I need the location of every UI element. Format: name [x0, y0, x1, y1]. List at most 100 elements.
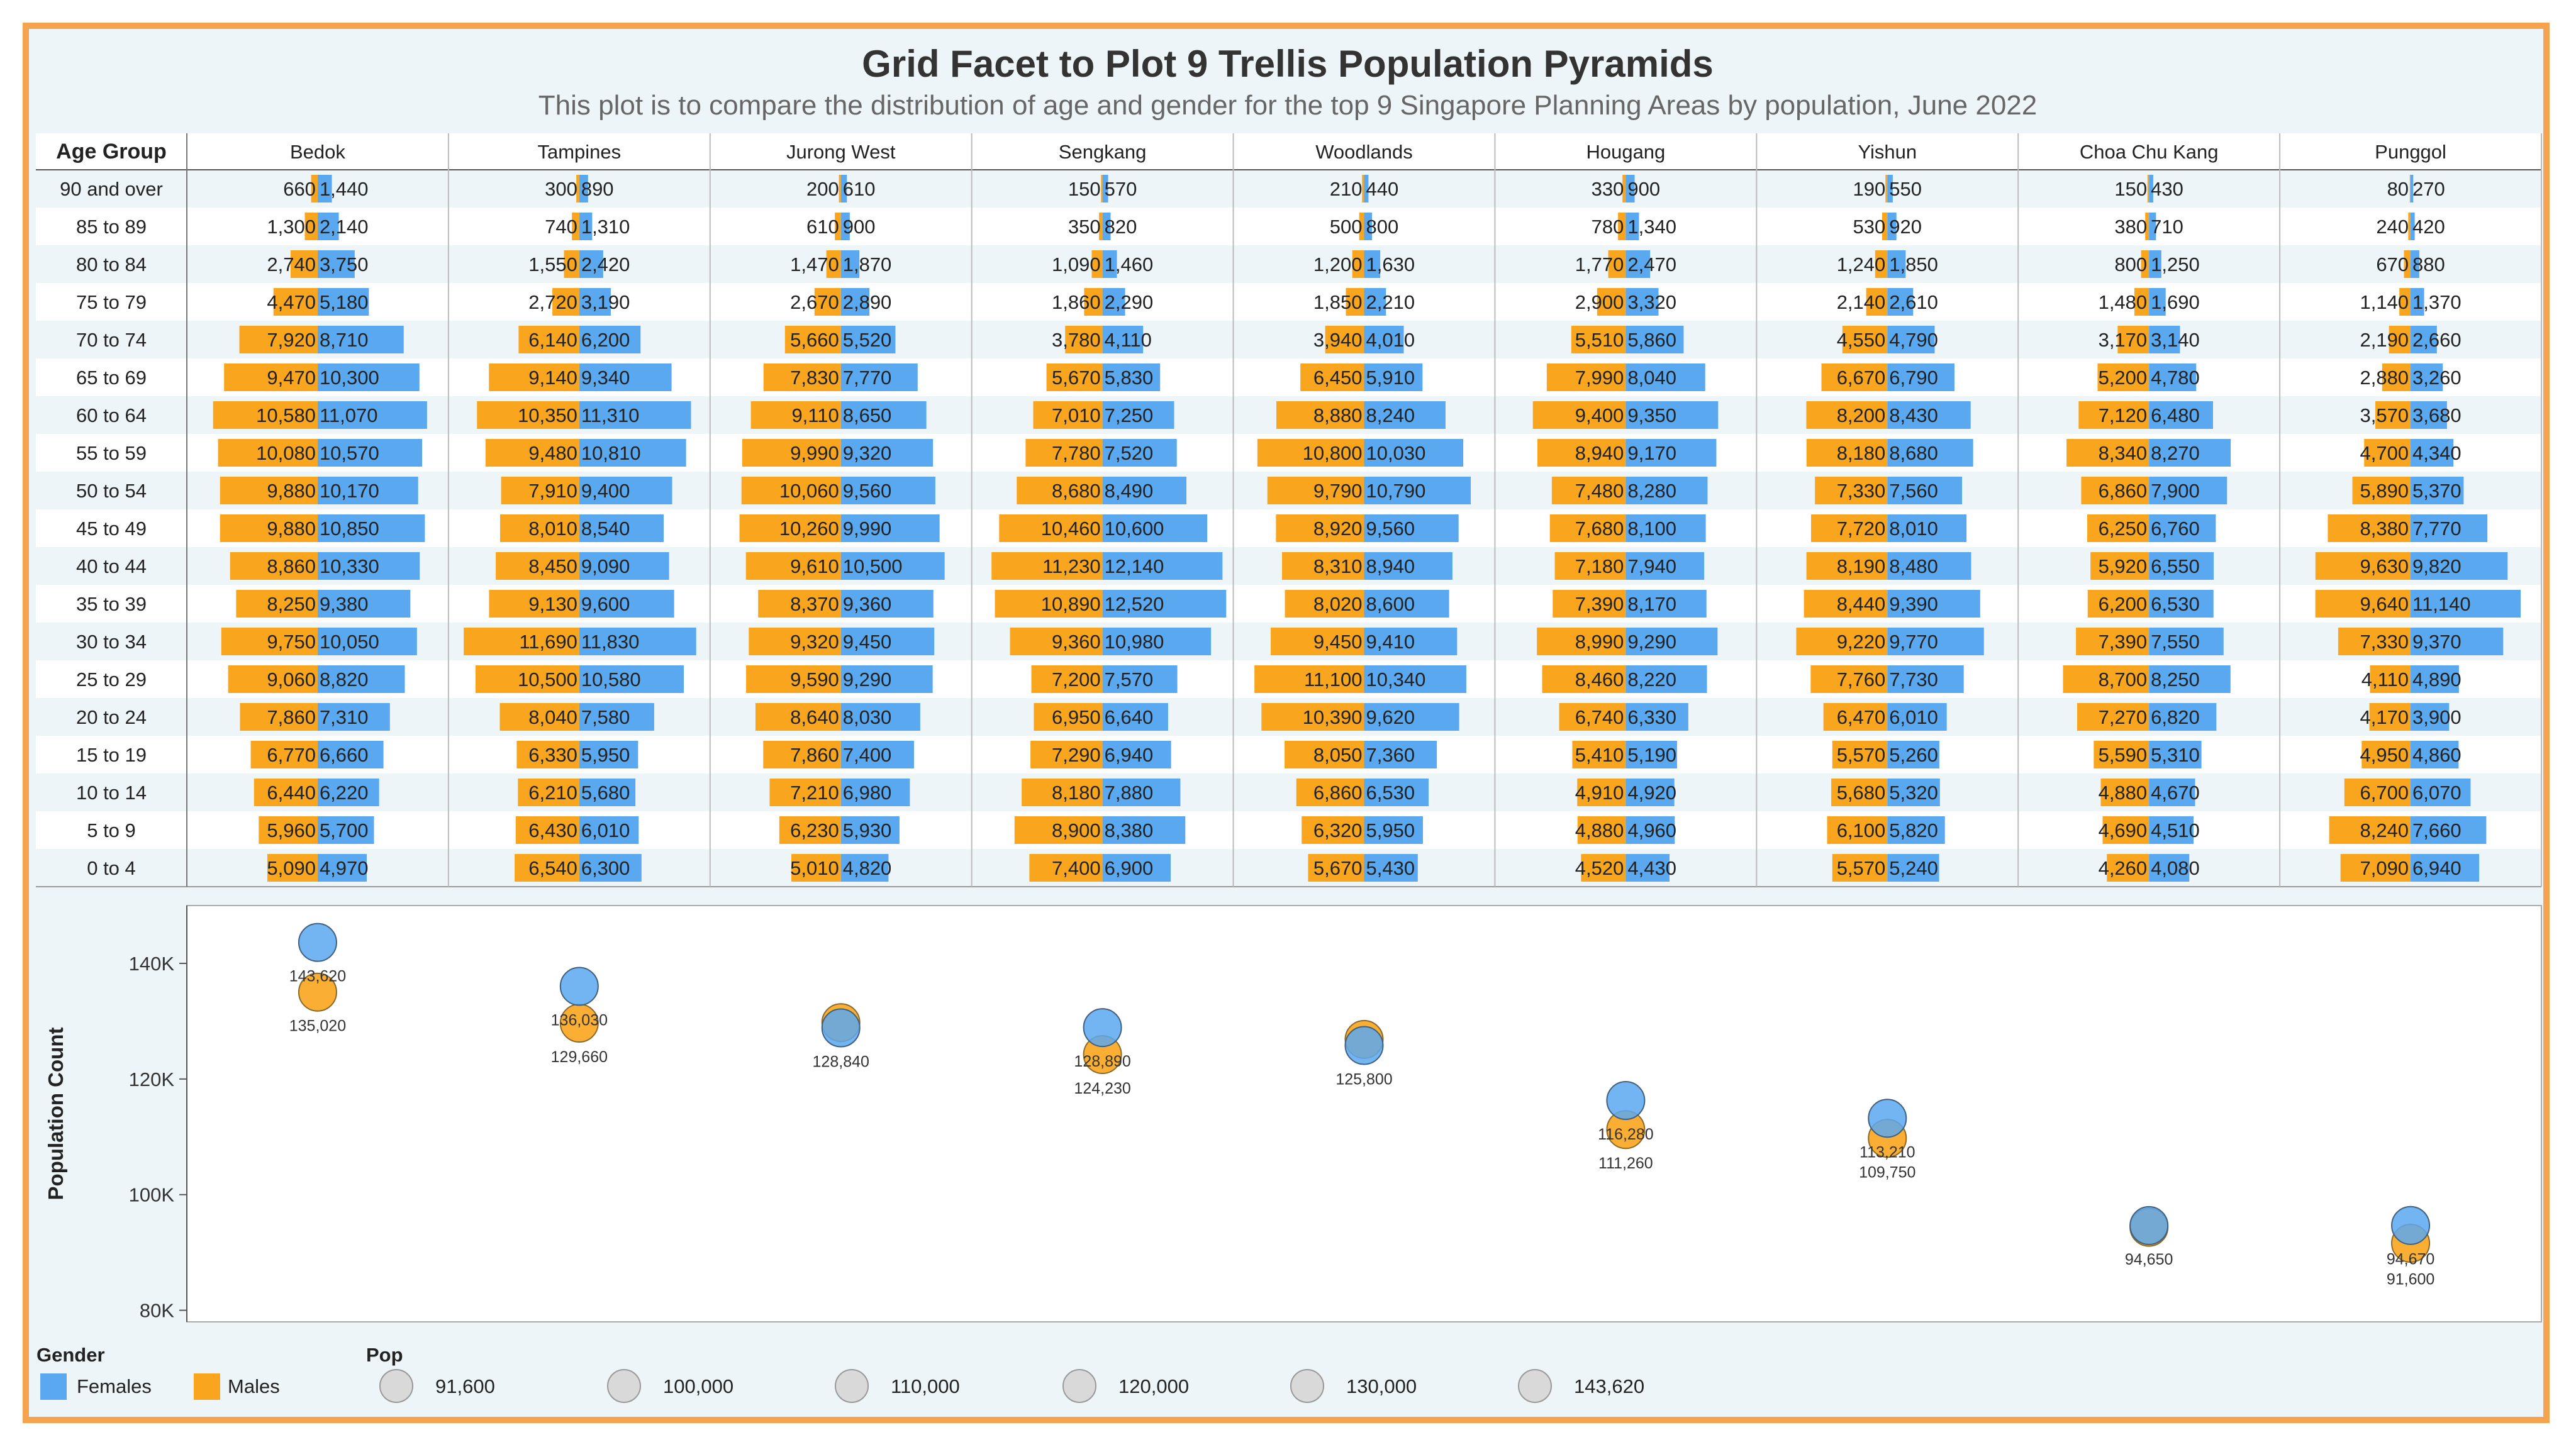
male-value-label: 4,950: [2360, 744, 2409, 766]
area-header: Choa Chu Kang: [2080, 141, 2219, 163]
female-bar: [2411, 703, 2450, 731]
female-bar: [1364, 665, 1466, 693]
female-value-label: 9,820: [2412, 555, 2462, 577]
female-bar: [1625, 628, 1718, 655]
female-bar: [2411, 741, 2459, 768]
male-bar: [224, 363, 318, 391]
female-value-label: 920: [1889, 216, 1922, 238]
male-bar: [1254, 665, 1364, 693]
female-bar: [1887, 175, 1893, 202]
male-value-label: 6,100: [1837, 819, 1886, 841]
female-value-label: 3,140: [2151, 329, 2200, 351]
female-bar: [579, 213, 593, 240]
female-bar: [2411, 401, 2447, 429]
female-bar: [1364, 477, 1471, 504]
female-value-label: 7,520: [1105, 442, 1154, 464]
female-value-label: 1,690: [2151, 291, 2200, 313]
female-value-label: 1,870: [843, 253, 892, 275]
female-point: [559, 967, 599, 1006]
female-bar: [579, 854, 642, 882]
female-value-label: 8,270: [2151, 442, 2200, 464]
male-value-label: 6,450: [1313, 367, 1363, 389]
male-bar: [1549, 514, 1626, 542]
female-bar: [2411, 363, 2443, 391]
female-bar: [1625, 439, 1717, 467]
male-value-label: 1,550: [528, 253, 577, 275]
male-value-label: 9,220: [1837, 631, 1886, 653]
male-bar: [1285, 741, 1364, 768]
male-value-label: 8,640: [790, 706, 839, 728]
female-value-label: 890: [581, 178, 614, 200]
male-value-label: 8,020: [1313, 593, 1363, 615]
male-bar: [236, 590, 318, 618]
male-value-label: 9,320: [790, 631, 839, 653]
male-value-label: 8,440: [1837, 593, 1886, 615]
female-value-label: 4,920: [1627, 782, 1676, 804]
female-value-label: 4,010: [1366, 329, 1415, 351]
male-value-label: 740: [545, 216, 577, 238]
female-bar: [2411, 628, 2504, 655]
female-bar: [1625, 741, 1677, 768]
male-value-label: 9,630: [2360, 555, 2409, 577]
female-value-label: 11,310: [581, 404, 640, 426]
female-bar: [1887, 401, 1971, 429]
female-value-label: 8,280: [1627, 480, 1676, 502]
male-bar: [1325, 326, 1364, 353]
female-value-label: 8,540: [581, 518, 630, 540]
male-value-label: 240: [2376, 216, 2409, 238]
female-value-label: 5,260: [1889, 744, 1938, 766]
female-bar: [2411, 665, 2459, 693]
female-value-label: 10,980: [1105, 631, 1164, 653]
female-value-label: 9,390: [1889, 593, 1938, 615]
male-value-label: 9,450: [1313, 631, 1363, 653]
male-bar: [250, 741, 318, 768]
male-bar: [1804, 590, 1888, 618]
male-bar: [2102, 816, 2149, 844]
male-value-label: 10,580: [256, 404, 316, 426]
male-value-label: 1,240: [1837, 253, 1886, 275]
female-value-label: 11,140: [2412, 593, 2471, 615]
female-bar: [2411, 175, 2414, 202]
female-bar: [1625, 665, 1707, 693]
male-value-label: 2,900: [1575, 291, 1624, 313]
age-group-label: 55 to 59: [76, 442, 147, 464]
male-bar: [1577, 816, 1626, 844]
legend-pop-label: 120,000: [1118, 1375, 1189, 1397]
female-point: [1344, 1026, 1384, 1065]
legend-pop-circle: [1062, 1369, 1096, 1403]
male-bar: [1885, 175, 1888, 202]
female-bar: [1102, 250, 1117, 278]
female-value-label: 420: [2412, 216, 2445, 238]
female-bar: [840, 363, 918, 391]
male-bar: [991, 552, 1103, 580]
male-bar: [1300, 363, 1364, 391]
male-bar: [230, 552, 318, 580]
male-value-label: 8,450: [528, 555, 577, 577]
male-bar: [240, 703, 318, 731]
female-bar: [1887, 477, 1963, 504]
male-value-label: 6,860: [2099, 480, 2148, 502]
female-value-label: 10,170: [320, 480, 379, 502]
male-value-label: 500: [1330, 216, 1363, 238]
male-value-label: 5,960: [267, 819, 316, 841]
female-bar: [840, 665, 933, 693]
male-value-label: 6,740: [1575, 706, 1624, 728]
age-group-label: 50 to 54: [76, 480, 147, 502]
female-value-label: 7,880: [1105, 782, 1154, 804]
age-group-label: 70 to 74: [76, 329, 147, 351]
female-bar: [2411, 816, 2487, 844]
female-bar: [317, 552, 420, 580]
male-bar: [1034, 703, 1103, 731]
female-bar: [2411, 250, 2419, 278]
female-value-label: 7,560: [1889, 480, 1938, 502]
male-bar: [1308, 854, 1364, 882]
female-bar: [1364, 363, 1423, 391]
y-tick-label: 120K: [129, 1068, 175, 1090]
male-bar: [2100, 779, 2149, 806]
female-value-label: 6,200: [581, 329, 630, 351]
male-value-label: 2,670: [790, 291, 839, 313]
male-bar: [739, 514, 841, 542]
male-bar: [750, 401, 841, 429]
male-value-label: 4,700: [2360, 442, 2409, 464]
